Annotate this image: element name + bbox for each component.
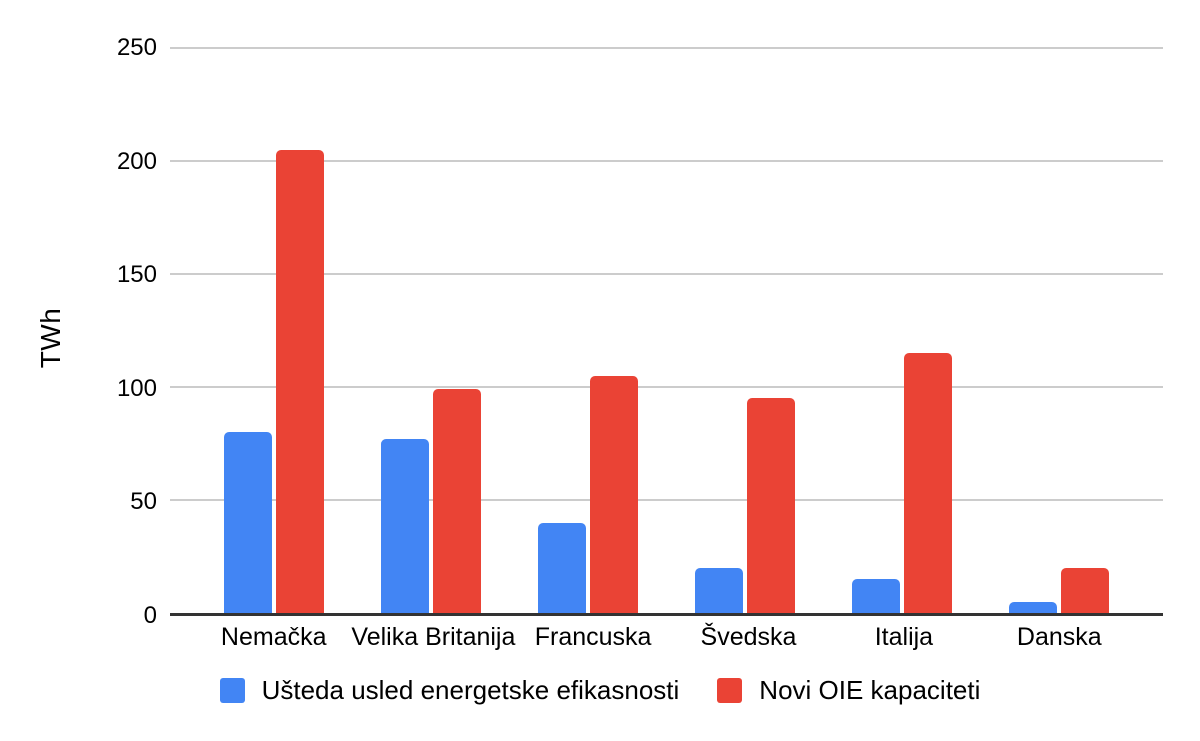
y-tick-label: 150 xyxy=(116,261,157,289)
gridline xyxy=(170,273,1163,275)
gridline xyxy=(170,386,1163,388)
legend-swatch-blue xyxy=(219,678,245,703)
y-tick-label: 100 xyxy=(116,374,157,402)
legend-item-efficiency-savings: Ušteda usled energetske efikasnosti xyxy=(219,675,680,706)
bar xyxy=(433,389,482,613)
legend-label: Ušteda usled energetske efikasnosti xyxy=(261,675,680,705)
plot-area xyxy=(170,47,1163,616)
legend-swatch-red xyxy=(717,678,743,703)
y-tick-label: 250 xyxy=(116,34,157,61)
y-tick-label: 0 xyxy=(143,602,157,629)
bar-group xyxy=(353,48,510,613)
bar xyxy=(224,432,273,613)
y-tick-label: 200 xyxy=(116,147,157,175)
legend: Ušteda usled energetske efikasnosti Novi… xyxy=(0,675,1200,706)
bar xyxy=(381,438,430,613)
bar xyxy=(903,353,952,613)
gridline xyxy=(170,47,1163,49)
x-axis-category-labels: Nemačka Velika Britanija Francuska Švedska I… xyxy=(170,623,1163,652)
bar xyxy=(746,398,795,613)
gridline xyxy=(170,499,1163,501)
x-category-label: Nemačka xyxy=(220,623,327,651)
bar xyxy=(538,522,587,613)
y-axis-tick-labels: 0 50 100 150 200 250 xyxy=(0,36,157,628)
x-category-label: Danska xyxy=(1016,623,1102,651)
bar-group xyxy=(196,48,353,613)
bar-group xyxy=(823,48,980,613)
bar-group xyxy=(666,48,823,613)
gridline xyxy=(170,160,1163,162)
x-category-label: Francuska xyxy=(534,623,652,651)
y-tick-label: 50 xyxy=(130,488,157,516)
bar-group xyxy=(980,48,1137,613)
bar xyxy=(1008,601,1057,613)
bar-group xyxy=(510,48,667,613)
x-category-label: Italija xyxy=(874,623,934,651)
legend-item-new-res-capacity: Novi OIE kapaciteti xyxy=(717,675,980,706)
bar xyxy=(276,149,325,613)
bar xyxy=(694,567,743,613)
bar-groups xyxy=(170,48,1163,613)
x-category-label: Švedska xyxy=(700,623,797,651)
legend-label: Novi OIE kapaciteti xyxy=(759,675,981,705)
bar xyxy=(590,375,639,613)
bar xyxy=(851,579,900,613)
x-category-label: Velika Britanija xyxy=(351,623,516,651)
bar xyxy=(1060,567,1109,613)
